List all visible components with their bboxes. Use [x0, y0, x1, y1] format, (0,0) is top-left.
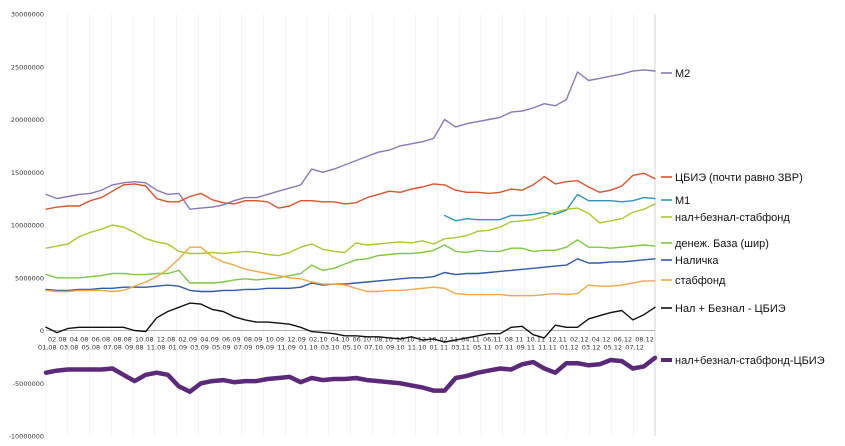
y-tick-label: 20000000 [11, 116, 44, 124]
x-tick-label: 11.09 [277, 344, 296, 352]
legend-item-cbie: ЦБИЭ (почти равно ЗВР) [661, 172, 803, 184]
x-tick-label: 09.10 [386, 344, 405, 352]
x-tick-label: 12.11 [548, 336, 567, 344]
x-tick-label: 02.11 [440, 336, 459, 344]
legend-label-nal-beznal-cbie: Нал + Безнал - ЦБИЭ [675, 303, 786, 315]
x-tick-label: 02.08 [48, 336, 67, 344]
y-tick-label: 25000000 [11, 63, 44, 71]
legend: M2 ЦБИЭ (почти равно ЗВР) M1 нал+безнал-… [661, 68, 825, 367]
y-tick-label: 10000000 [11, 222, 44, 230]
legend-label-nalichka: Наличка [675, 255, 719, 267]
x-tick-label: 09.11 [517, 344, 536, 352]
x-tick-label: 08.10 [374, 336, 393, 344]
x-tick-label: 03.12 [582, 344, 601, 352]
x-tick-label: 07.12 [625, 344, 644, 352]
x-tick-label: 12.08 [157, 336, 176, 344]
x-tick-label: 10.10 [396, 336, 415, 344]
legend-label-den-baza: денеж. База (шир) [675, 238, 769, 250]
legend-item-m1: M1 [661, 195, 690, 207]
x-tick-label: 02.09 [179, 336, 198, 344]
series-line-4 [45, 239, 656, 284]
x-tick-label: 10.11 [527, 336, 546, 344]
x-tick-label: 09.08 [125, 344, 144, 352]
x-tick-label: 01.10 [299, 344, 318, 352]
legend-item-nal-beznal-stab-cbie: нал+безнал-стабфонд-ЦБИЭ [661, 355, 825, 367]
x-tick-label: 02.10 [309, 336, 328, 344]
x-tick-label: 07.10 [364, 344, 383, 352]
series-line-3 [45, 203, 656, 257]
x-tick-label: 01.11 [430, 344, 449, 352]
x-tick-label: 07.08 [103, 344, 122, 352]
series-line-8 [43, 355, 658, 394]
x-tick-label: 10.08 [135, 336, 154, 344]
x-tick-label: 08.12 [635, 336, 654, 344]
x-tick-label: 09.09 [256, 344, 275, 352]
x-tick-label: 11.11 [538, 344, 557, 352]
legend-item-nalichka: Наличка [661, 255, 719, 267]
x-tick-label: 03.11 [451, 344, 470, 352]
x-tick-label: 07.11 [495, 344, 514, 352]
series-lines [43, 69, 658, 394]
x-tick-label: 05.08 [82, 344, 101, 352]
x-tick-label: 05.11 [473, 344, 492, 352]
x-tick-label: 04.10 [331, 336, 350, 344]
x-axis-ticks: 02.08 04.08 06.08 08.08 10.08 12.08 02.09 04.09… [38, 336, 654, 352]
series-line-0 [45, 69, 656, 210]
x-tick-label: 05.10 [343, 344, 362, 352]
x-tick-label: 02.12 [570, 336, 589, 344]
x-tick-label: 08.09 [244, 336, 263, 344]
series-line-7 [45, 302, 656, 343]
y-tick-label: 15000000 [11, 169, 44, 177]
y-tick-label: -5000000 [13, 380, 44, 388]
legend-item-stabfond: стабфонд [661, 275, 726, 287]
x-tick-label: 08.11 [505, 336, 524, 344]
x-tick-label: 10.09 [266, 336, 285, 344]
x-tick-label: 03.08 [60, 344, 79, 352]
series-line-6 [45, 246, 656, 297]
legend-label-cbie: ЦБИЭ [675, 172, 706, 184]
legend-item-den-baza: денеж. База (шир) [661, 238, 769, 250]
x-tick-label: 08.08 [113, 336, 132, 344]
legend-item-nal-beznal-cbie: Нал + Безнал - ЦБИЭ [661, 303, 786, 315]
x-tick-label: 04.09 [200, 336, 219, 344]
series-line-1 [45, 172, 656, 210]
legend-label-stabfond: стабфонд [675, 275, 726, 287]
y-tick-label: 30000000 [11, 11, 44, 19]
legend-label-nal-beznal-stab: нал+безнал-стабфонд [675, 212, 790, 224]
x-tick-label: 01.09 [169, 344, 188, 352]
x-tick-label: 12.09 [287, 336, 306, 344]
x-tick-label: 06.10 [353, 336, 372, 344]
x-tick-label: 05.09 [212, 344, 231, 352]
x-tick-label: 07.09 [234, 344, 253, 352]
series-line-5 [45, 258, 656, 293]
x-tick-label: 06.11 [483, 336, 502, 344]
y-tick-label: 0 [40, 327, 44, 335]
series-line-2 [443, 193, 656, 222]
y-tick-label: -10000000 [9, 433, 44, 441]
x-tick-label: 06.08 [92, 336, 111, 344]
grid-lines [45, 14, 656, 436]
legend-note-cbie: (почти равно ЗВР) [709, 172, 803, 184]
legend-label-m2: M2 [675, 68, 690, 80]
x-tick-label: 11.08 [147, 344, 166, 352]
x-tick-label: 06.09 [222, 336, 241, 344]
x-tick-label: 05.12 [604, 344, 623, 352]
x-tick-label: 04.11 [461, 336, 480, 344]
x-tick-label: 04.12 [592, 336, 611, 344]
x-tick-label: 03.09 [190, 344, 209, 352]
legend-label-m1: M1 [675, 195, 690, 207]
x-tick-label: 01.08 [38, 344, 57, 352]
legend-item-m2: M2 [661, 68, 690, 80]
x-tick-label: 04.08 [70, 336, 89, 344]
x-tick-label: 11.10 [408, 344, 427, 352]
y-axis-ticks: 30000000 25000000 20000000 15000000 10000000… [9, 11, 44, 441]
x-tick-label: 01.12 [560, 344, 579, 352]
legend-item-nal-beznal-stab: нал+безнал-стабфонд [661, 212, 790, 224]
x-tick-label: 06.12 [614, 336, 633, 344]
legend-label-nal-beznal-stab-cbie: нал+безнал-стабфонд-ЦБИЭ [675, 355, 825, 367]
x-tick-label: 03.10 [321, 344, 340, 352]
y-tick-label: 5000000 [15, 274, 44, 282]
